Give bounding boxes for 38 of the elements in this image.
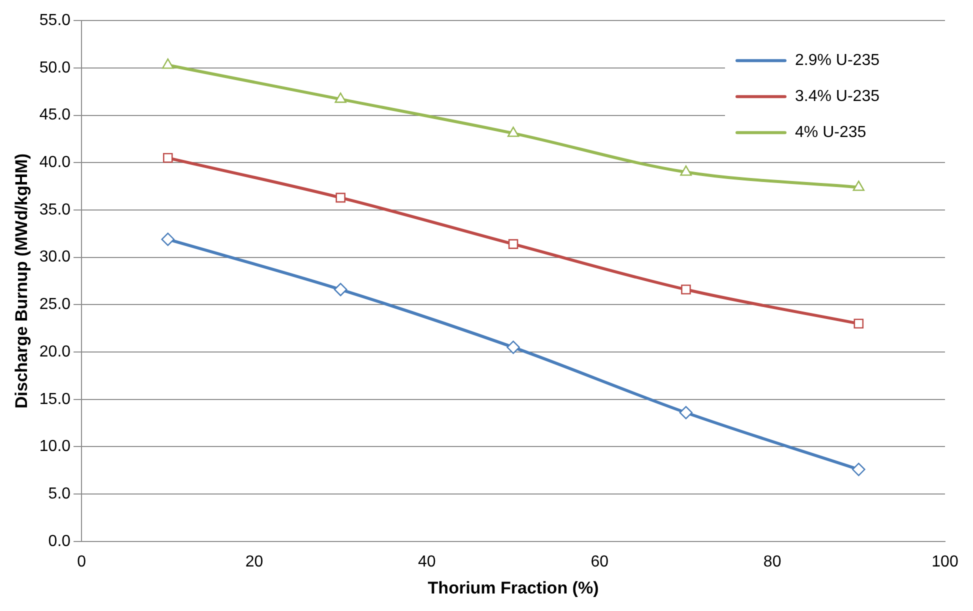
point xyxy=(334,92,346,103)
x-tick-label: 0 xyxy=(77,553,86,570)
y-tick-label: 50.0 xyxy=(39,59,71,76)
point xyxy=(506,340,520,354)
y-tick-label: 15.0 xyxy=(39,390,71,408)
point xyxy=(162,58,174,69)
y-tick-label: 45.0 xyxy=(39,106,71,124)
point xyxy=(681,284,691,294)
point xyxy=(507,126,520,137)
point xyxy=(679,406,693,420)
point xyxy=(161,232,175,246)
y-tick-label: 5.0 xyxy=(48,485,71,502)
y-tick-label: 20.0 xyxy=(39,343,71,360)
x-tick-label: 20 xyxy=(245,553,264,570)
point xyxy=(852,462,866,476)
point xyxy=(334,282,348,296)
y-tick-label: 55.0 xyxy=(39,12,71,30)
point xyxy=(162,153,173,163)
y-tick-label: 30.0 xyxy=(39,248,71,266)
point xyxy=(680,165,692,176)
x-tick-label: 60 xyxy=(590,553,609,570)
y-axis-title: Discharge Burnup (MWd/kgHM) xyxy=(12,154,31,408)
x-tick-label: 80 xyxy=(763,553,782,570)
y-tick-label: 10.0 xyxy=(39,438,71,456)
y-tick-label: 35.0 xyxy=(39,201,71,218)
x-axis-title: Thorium Fraction (%) xyxy=(428,578,599,598)
y-tick-label: 0.0 xyxy=(48,532,71,550)
x-tick-label: 40 xyxy=(418,553,436,570)
legend-label: 3.4% U-235 xyxy=(795,88,880,106)
legend-label: 2.9% U-235 xyxy=(795,52,880,70)
legend-label: 4% U-235 xyxy=(795,124,866,142)
y-tick-label: 40.0 xyxy=(39,154,71,172)
x-tick-label: 100 xyxy=(932,553,958,570)
point xyxy=(508,239,518,249)
y-tick-label: 25.0 xyxy=(39,296,71,314)
point xyxy=(854,318,864,329)
point xyxy=(336,192,346,203)
point xyxy=(852,180,864,191)
